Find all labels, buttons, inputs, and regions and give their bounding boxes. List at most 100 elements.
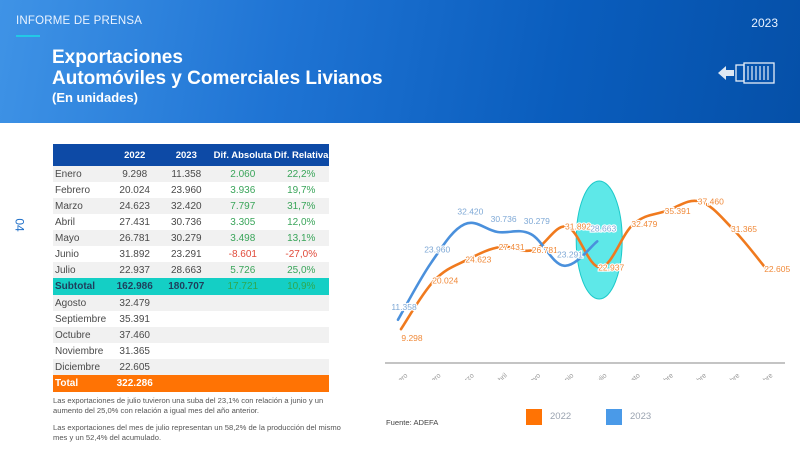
legend-swatch-2022 <box>526 409 542 425</box>
cell-rel: 13,1% <box>273 230 329 246</box>
cell-rel: -27,0% <box>273 246 329 262</box>
note-paragraph: Las exportaciones de julio tuvieron una … <box>53 396 324 415</box>
data-label: 35.391 <box>665 206 691 216</box>
table-row: Mayo 26.781 30.279 3.498 13,1% <box>53 230 329 246</box>
data-label: 22.605 <box>764 264 790 274</box>
note-paragraph: Las exportaciones del mes de julio repre… <box>53 423 341 442</box>
cell-month: Septiembre <box>53 311 109 327</box>
x-tick-label: Diciembre <box>746 372 774 380</box>
table-row: Marzo 24.623 32.420 7.797 31,7% <box>53 198 329 214</box>
cell-month: Diciembre <box>53 359 109 375</box>
cell-2023: 28.663 <box>160 262 213 278</box>
col-header-abs: Dif. Absoluta <box>212 144 274 166</box>
cell-rel <box>273 311 329 327</box>
cell-2022: 27.431 <box>108 214 161 230</box>
page-title-line2: Automóviles y Comerciales Livianos <box>52 68 383 89</box>
legend-swatch-2023 <box>606 409 622 425</box>
cell-abs <box>212 375 274 392</box>
cell-month: Agosto <box>53 295 109 311</box>
data-label: 23.291 <box>557 250 583 260</box>
report-year: 2023 <box>751 16 778 30</box>
cell-abs: 2.060 <box>212 166 274 182</box>
x-tick-label: Octubre <box>685 372 708 380</box>
data-label: 9.298 <box>401 333 423 343</box>
data-label: 26.781 <box>532 245 558 255</box>
cell-2023 <box>160 343 213 359</box>
x-tick-label: Marzo <box>457 372 476 380</box>
cell-2022: 162.986 <box>108 278 161 295</box>
x-tick-label: Abril <box>494 372 509 380</box>
data-label: 22.937 <box>598 262 624 272</box>
cell-abs: 3.936 <box>212 182 274 198</box>
cell-abs <box>212 327 274 343</box>
col-header-rel: Dif. Relativa <box>273 144 329 166</box>
col-header-month <box>53 144 109 166</box>
cell-2022: 22.605 <box>108 359 161 375</box>
cell-2023: 180.707 <box>160 278 213 295</box>
series-line-2022 <box>399 199 768 331</box>
cell-month: Junio <box>53 246 109 262</box>
container-export-icon <box>718 62 775 84</box>
table-row: Noviembre 31.365 <box>53 343 329 359</box>
exports-line-chart: 9.298 20.024 24.623 27.431 26.781 31.892 22.93… <box>385 180 792 380</box>
cell-month: Marzo <box>53 198 109 214</box>
cell-2022: 31.365 <box>108 343 161 359</box>
cell-2023: 23.960 <box>160 182 213 198</box>
exports-table: 2022 2023 Dif. Absoluta Dif. Relativa En… <box>53 144 329 392</box>
cell-2022: 37.460 <box>108 327 161 343</box>
page-subtitle: (En unidades) <box>52 90 138 105</box>
data-label: 11.358 <box>391 302 417 312</box>
cell-rel: 12,0% <box>273 214 329 230</box>
cell-abs <box>212 343 274 359</box>
page-title: Exportaciones <box>52 47 183 68</box>
cell-month: Abril <box>53 214 109 230</box>
cell-abs <box>212 359 274 375</box>
x-tick-label: Noviembre <box>711 372 741 380</box>
col-header-2023: 2023 <box>160 144 213 166</box>
legend-label-2023: 2023 <box>630 411 652 422</box>
source-label: Fuente: ADEFA <box>386 418 439 427</box>
data-label: 27.431 <box>499 242 525 252</box>
report-kicker: INFORME DE PRENSA <box>16 15 143 27</box>
total-row: Total 322.286 <box>53 375 329 392</box>
cell-month: Enero <box>53 166 109 182</box>
cell-abs: 3.498 <box>212 230 274 246</box>
cell-2022: 26.781 <box>108 230 161 246</box>
cell-abs: 5.726 <box>212 262 274 278</box>
cell-abs: 17.721 <box>212 278 274 295</box>
data-label: 28.663 <box>590 223 616 233</box>
x-tick-label: Septiembre <box>644 372 675 380</box>
cell-abs: 3.305 <box>212 214 274 230</box>
x-tick-label: Enero <box>391 372 410 380</box>
data-label: 32.420 <box>457 206 483 216</box>
notes: Las exportaciones de julio tuvieron una … <box>53 396 343 450</box>
subtotal-row: Subtotal 162.986 180.707 17.721 10,9% <box>53 278 329 295</box>
cell-2023 <box>160 359 213 375</box>
data-label: 37.460 <box>698 197 724 207</box>
table-row: Enero 9.298 11.358 2.060 22,2% <box>53 166 329 182</box>
cell-2023 <box>160 375 213 392</box>
cell-rel <box>273 343 329 359</box>
table-header-row: 2022 2023 Dif. Absoluta Dif. Relativa <box>53 144 329 166</box>
cell-rel: 19,7% <box>273 182 329 198</box>
page-number: 04 <box>12 218 27 232</box>
cell-2023 <box>160 295 213 311</box>
cell-2023: 30.279 <box>160 230 213 246</box>
cell-2022: 9.298 <box>108 166 161 182</box>
kicker-underline <box>16 35 40 37</box>
cell-month: Octubre <box>53 327 109 343</box>
table-row: Septiembre 35.391 <box>53 311 329 327</box>
cell-2022: 22.937 <box>108 262 161 278</box>
cell-2022: 24.623 <box>108 198 161 214</box>
table-row: Diciembre 22.605 <box>53 359 329 375</box>
x-tick-label: Febrero <box>420 372 443 380</box>
data-label: 23.960 <box>424 245 450 255</box>
cell-abs <box>212 295 274 311</box>
cell-2022: 35.391 <box>108 311 161 327</box>
data-label: 31.892 <box>565 222 591 232</box>
x-tick-label: Mayo <box>525 372 542 380</box>
table-row: Octubre 37.460 <box>53 327 329 343</box>
col-header-2022: 2022 <box>108 144 161 166</box>
cell-month: Mayo <box>53 230 109 246</box>
cell-2023 <box>160 311 213 327</box>
